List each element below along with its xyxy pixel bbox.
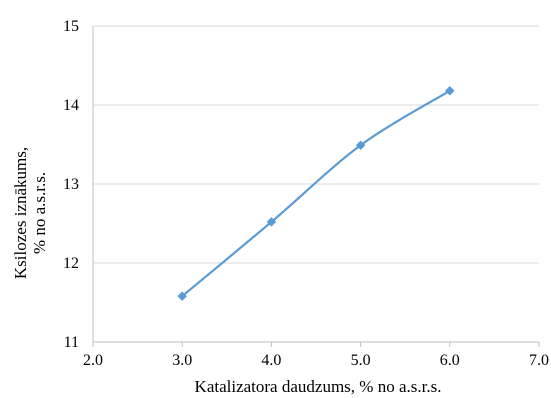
y-tick-label: 12	[63, 255, 79, 272]
x-tick-label: 4.0	[261, 352, 281, 369]
y-tick-label: 11	[64, 334, 79, 351]
x-tick-label: 2.0	[83, 352, 103, 369]
x-tick-label: 7.0	[529, 352, 549, 369]
series-layer	[177, 85, 455, 302]
y-tick-label: 13	[63, 176, 79, 193]
y-tick-label: 14	[63, 97, 79, 114]
axes	[92, 26, 540, 347]
x-tick-label: 6.0	[440, 352, 460, 369]
series-line	[181, 89, 451, 298]
x-tick-label: 3.0	[172, 352, 192, 369]
x-tick-labels: 2.0 3.0 4.0 5.0 6.0 7.0	[83, 352, 549, 369]
y-tick-labels: 11 12 13 14 15	[63, 18, 79, 351]
data-point-marker	[266, 217, 277, 227]
x-tick-label: 5.0	[351, 352, 371, 369]
y-axis-title: Ksilozes iznākums, % no a.s.r.s.	[11, 147, 49, 279]
data-point-marker	[177, 291, 188, 302]
y-axis-title-line2: % no a.s.r.s.	[30, 172, 49, 254]
x-axis-title: Katalizatora daudzums, % no a.s.r.s.	[195, 377, 442, 396]
y-axis-title-line1: Ksilozes iznākums,	[11, 147, 30, 279]
grid-lines	[93, 25, 539, 264]
data-point-marker	[444, 85, 455, 96]
data-point-marker	[355, 140, 366, 151]
y-tick-label: 15	[63, 18, 79, 35]
